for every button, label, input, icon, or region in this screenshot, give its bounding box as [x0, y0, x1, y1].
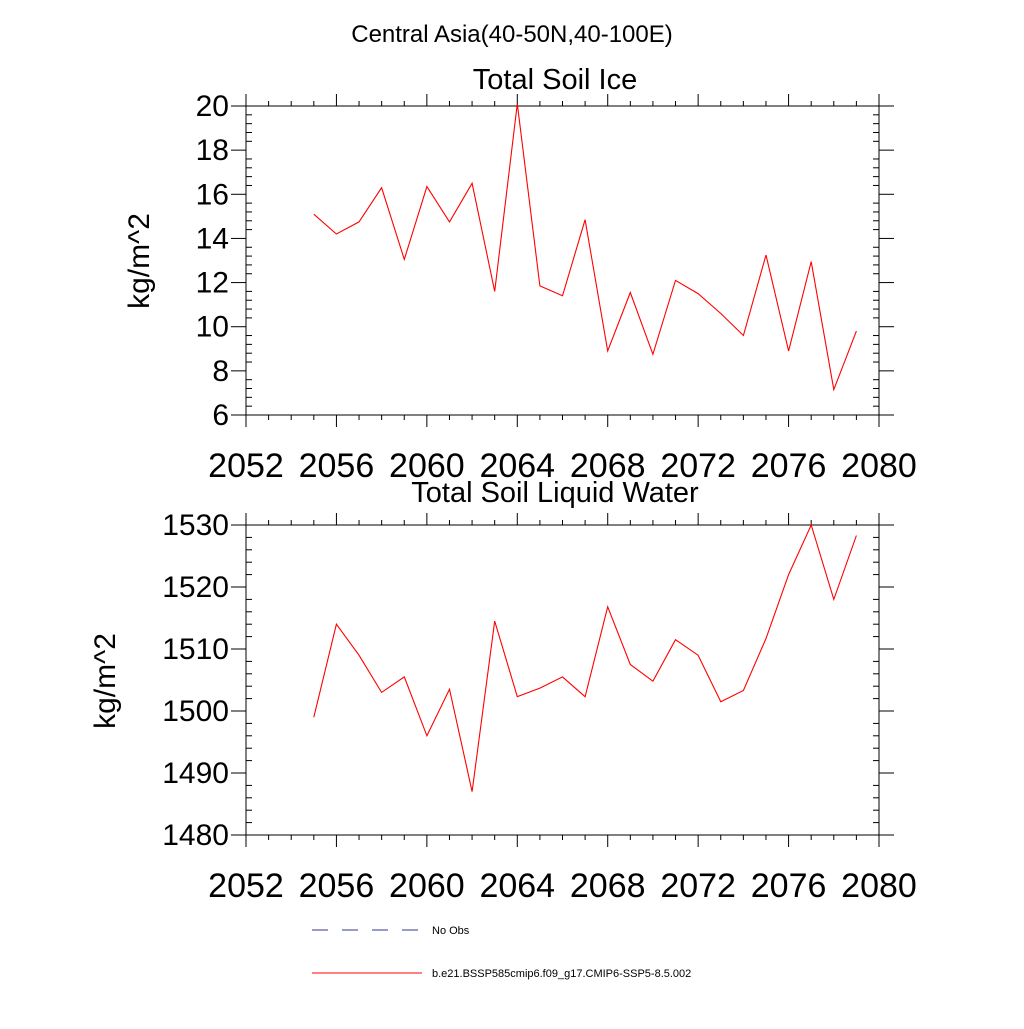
legend-label-model-run: b.e21.BSSP585cmip6.f09_g17.CMIP6-SSP5-8.…	[432, 968, 691, 980]
plot-frame	[245, 524, 880, 836]
y-tick-label: 18	[196, 134, 229, 167]
x-tick-label: 2064	[479, 447, 555, 485]
x-tick-label: 2060	[389, 447, 465, 485]
y-tick-label: 1480	[162, 819, 229, 852]
legend-label-no-obs: No Obs	[432, 925, 470, 937]
y-tick-label: 16	[196, 178, 229, 211]
y-tick-label: 14	[196, 222, 229, 255]
x-tick-label: 2056	[299, 867, 375, 905]
y-axis-label: kg/m^2	[123, 213, 156, 309]
x-tick-label: 2060	[389, 867, 465, 905]
plot-frame	[245, 105, 880, 416]
x-tick-label: 2052	[208, 867, 284, 905]
x-tick-label: 2080	[841, 447, 917, 485]
panel-total-soil-liquid-water: Total Soil Liquid Water kg/m^2 2052 2056 2…	[89, 477, 917, 905]
y-axis-label: kg/m^2	[89, 633, 122, 729]
panel-total-soil-ice: Total Soil Ice kg/m^2 2052 2056 2060 2064 20…	[123, 64, 917, 485]
x-tick-label: 2064	[479, 867, 555, 905]
series-line	[313, 103, 857, 392]
x-tick-label: 2072	[660, 867, 736, 905]
x-tick-label: 2056	[299, 447, 375, 485]
x-tick-label: 2072	[660, 447, 736, 485]
x-tick-label: 2076	[751, 447, 827, 485]
y-tick-label: 1500	[162, 695, 229, 728]
x-tick-label: 2068	[570, 447, 646, 485]
y-tick-label: 6	[212, 399, 229, 432]
legend: No Obs b.e21.BSSP585cmip6.f09_g17.CMIP6-…	[312, 925, 691, 980]
y-tick-label: 10	[196, 311, 229, 344]
y-tick-label: 1490	[162, 757, 229, 790]
x-tick-label: 2068	[570, 867, 646, 905]
series-line	[313, 523, 857, 792]
panel-title: Total Soil Ice	[473, 64, 637, 96]
y-tick-label: 1520	[162, 571, 229, 604]
x-tick-label: 2076	[751, 867, 827, 905]
x-tick-label: 2052	[208, 447, 284, 485]
y-tick-label: 20	[196, 90, 229, 123]
y-tick-label: 1530	[162, 509, 229, 542]
panel-title: Total Soil Liquid Water	[411, 477, 699, 509]
x-tick-label: 2080	[841, 867, 917, 905]
y-tick-label: 1510	[162, 633, 229, 666]
y-tick-label: 12	[196, 267, 229, 300]
figure-title: Central Asia(40-50N,40-100E)	[351, 21, 673, 48]
y-tick-label: 8	[212, 355, 229, 388]
